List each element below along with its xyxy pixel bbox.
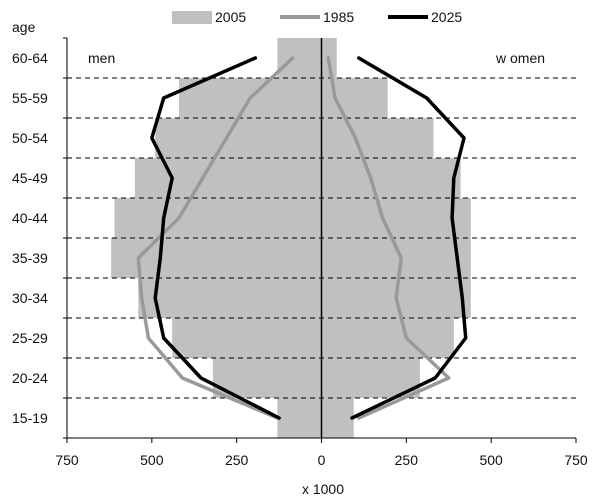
age-group-label: 60-64 bbox=[12, 50, 48, 66]
bar-women-40-44 bbox=[321, 198, 471, 238]
age-group-label: 40-44 bbox=[12, 210, 48, 226]
legend-label-2005: 2005 bbox=[215, 9, 246, 25]
y-axis-title: age bbox=[12, 19, 36, 35]
age-group-labels: 15-19 20-24 25-29 30-34 35-39 40-44 45-49 50-54… bbox=[12, 50, 48, 426]
line-2025-women bbox=[350, 56, 468, 420]
x-tick-labels: 750 500 250 0 250 500 750 bbox=[55, 452, 588, 468]
age-group-label: 15-19 bbox=[12, 410, 48, 426]
men-label: men bbox=[88, 50, 115, 66]
legend: 2005 1985 2025 bbox=[172, 9, 462, 25]
x-tick-label: 750 bbox=[564, 452, 588, 468]
age-group-label: 45-49 bbox=[12, 170, 48, 186]
axes bbox=[63, 37, 577, 443]
age-group-label: 20-24 bbox=[12, 370, 48, 386]
legend-label-1985: 1985 bbox=[323, 9, 354, 25]
x-tick-label: 500 bbox=[479, 452, 503, 468]
age-group-label: 50-54 bbox=[12, 130, 48, 146]
bar-men-60-64 bbox=[277, 38, 322, 78]
bar-men-25-29 bbox=[172, 318, 322, 358]
bar-women-15-19 bbox=[321, 398, 354, 438]
line-1985-men bbox=[136, 56, 295, 420]
series-lines bbox=[136, 56, 468, 420]
bar-men-35-39 bbox=[111, 238, 322, 278]
bar-women-25-29 bbox=[321, 318, 454, 358]
bar-men-50-54 bbox=[155, 118, 322, 158]
age-group-label: 55-59 bbox=[12, 90, 48, 106]
women-label: w omen bbox=[495, 50, 545, 66]
x-tick-label: 250 bbox=[395, 452, 419, 468]
age-group-label: 35-39 bbox=[12, 250, 48, 266]
legend-swatch-2005 bbox=[172, 11, 212, 24]
bar-men-45-49 bbox=[134, 158, 322, 198]
bar-women-50-54 bbox=[321, 118, 434, 158]
x-tick-label: 750 bbox=[55, 452, 79, 468]
x-tick-label: 250 bbox=[225, 452, 249, 468]
age-group-label: 25-29 bbox=[12, 330, 48, 346]
bar-men-30-34 bbox=[138, 278, 322, 318]
age-group-label: 30-34 bbox=[12, 290, 48, 306]
x-tick-label: 0 bbox=[318, 452, 326, 468]
bar-men-15-19 bbox=[277, 398, 322, 438]
bar-men-20-24 bbox=[212, 358, 322, 398]
bar-women-45-49 bbox=[321, 158, 461, 198]
bar-men-40-44 bbox=[114, 198, 322, 238]
x-axis-title: x 1000 bbox=[302, 481, 344, 497]
line-2025-men bbox=[150, 56, 281, 420]
legend-label-2025: 2025 bbox=[431, 9, 462, 25]
x-tick-label: 500 bbox=[140, 452, 164, 468]
line-1985-women bbox=[326, 56, 451, 420]
